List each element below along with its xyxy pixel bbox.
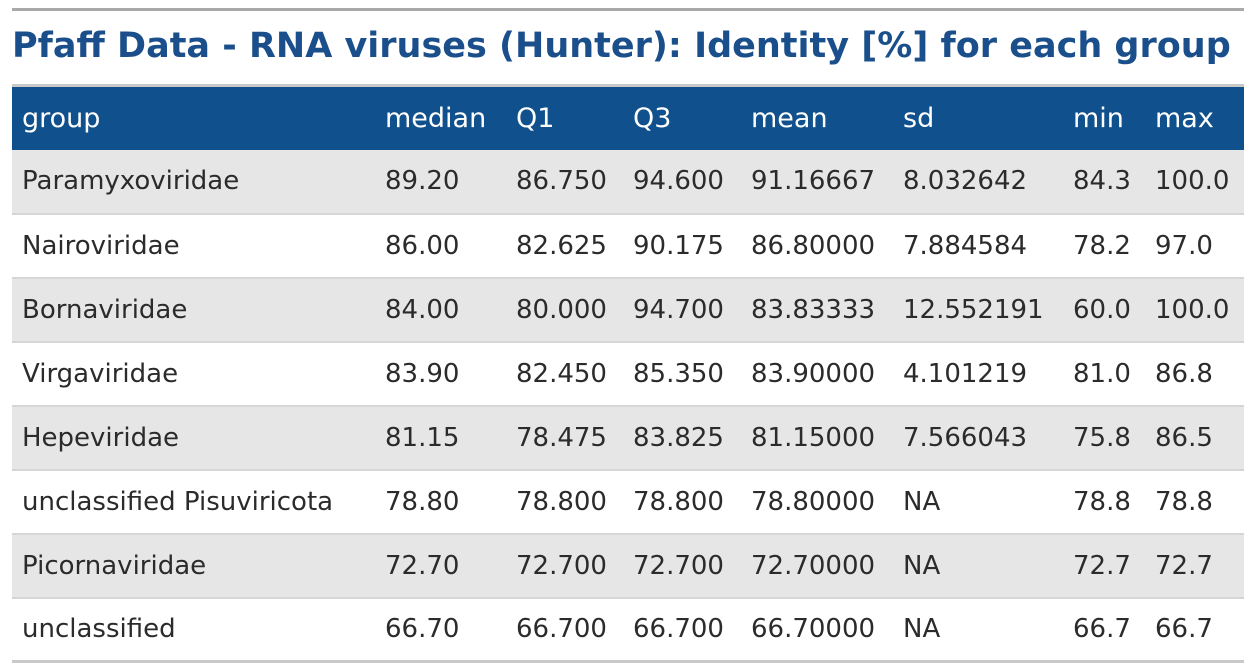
cell-sd: NA (893, 469, 1063, 535)
cell-group: Paramyxoviridae (12, 149, 375, 215)
cell-max: 66.7 (1145, 597, 1244, 663)
cell-min: 81.0 (1063, 341, 1145, 407)
column-header-group: group (12, 84, 375, 150)
cell-group: Bornaviridae (12, 277, 375, 343)
cell-q1: 78.800 (506, 469, 623, 535)
cell-max: 78.8 (1145, 469, 1244, 535)
cell-median: 89.20 (375, 149, 506, 215)
column-header-q3: Q3 (623, 84, 741, 150)
table-row: Virgaviridae 83.90 82.450 85.350 83.90000 4.1… (12, 341, 1244, 407)
cell-sd: 7.566043 (893, 405, 1063, 471)
cell-q1: 82.450 (506, 341, 623, 407)
cell-min: 75.8 (1063, 405, 1145, 471)
cell-group: Virgaviridae (12, 341, 375, 407)
table-row: Picornaviridae 72.70 72.700 72.700 72.70000 N… (12, 533, 1244, 599)
cell-group: Picornaviridae (12, 533, 375, 599)
cell-min: 84.3 (1063, 149, 1145, 215)
cell-sd: 7.884584 (893, 213, 1063, 279)
cell-mean: 83.90000 (741, 341, 893, 407)
header-row: group median Q1 Q3 mean sd min max (12, 84, 1244, 150)
cell-q3: 85.350 (623, 341, 741, 407)
cell-mean: 83.83333 (741, 277, 893, 343)
cell-median: 72.70 (375, 533, 506, 599)
cell-group: Hepeviridae (12, 405, 375, 471)
cell-min: 78.2 (1063, 213, 1145, 279)
column-header-median: median (375, 84, 506, 150)
cell-mean: 86.80000 (741, 213, 893, 279)
cell-q1: 86.750 (506, 149, 623, 215)
table-row: unclassified Pisuviricota 78.80 78.800 78.8… (12, 469, 1244, 535)
table-body: Paramyxoviridae 89.20 86.750 94.600 91.16667… (12, 149, 1244, 663)
cell-q1: 66.700 (506, 597, 623, 663)
cell-group: unclassified (12, 597, 375, 663)
column-header-sd: sd (893, 84, 1063, 150)
cell-sd: 8.032642 (893, 149, 1063, 215)
cell-mean: 72.70000 (741, 533, 893, 599)
cell-sd: 12.552191 (893, 277, 1063, 343)
cell-q3: 72.700 (623, 533, 741, 599)
column-header-min: min (1063, 84, 1145, 150)
cell-q1: 78.475 (506, 405, 623, 471)
cell-max: 86.8 (1145, 341, 1244, 407)
table-row: unclassified 66.70 66.700 66.700 66.70000 NA 6… (12, 597, 1244, 663)
cell-min: 66.7 (1063, 597, 1145, 663)
cell-q3: 94.700 (623, 277, 741, 343)
table-row: Paramyxoviridae 89.20 86.750 94.600 91.16667… (12, 149, 1244, 215)
cell-min: 78.8 (1063, 469, 1145, 535)
cell-group: Nairoviridae (12, 213, 375, 279)
cell-median: 66.70 (375, 597, 506, 663)
column-header-q1: Q1 (506, 84, 623, 150)
table-title: Pfaff Data - RNA viruses (Hunter): Ident… (12, 26, 1231, 66)
cell-sd: NA (893, 533, 1063, 599)
cell-min: 72.7 (1063, 533, 1145, 599)
cell-mean: 81.15000 (741, 405, 893, 471)
cell-median: 81.15 (375, 405, 506, 471)
cell-median: 86.00 (375, 213, 506, 279)
top-rule (12, 8, 1244, 11)
cell-q1: 82.625 (506, 213, 623, 279)
column-header-max: max (1145, 84, 1244, 150)
cell-max: 100.0 (1145, 149, 1244, 215)
cell-q3: 83.825 (623, 405, 741, 471)
table-row: Hepeviridae 81.15 78.475 83.825 81.15000 7.56… (12, 405, 1244, 471)
cell-group: unclassified Pisuviricota (12, 469, 375, 535)
cell-sd: NA (893, 597, 1063, 663)
cell-median: 83.90 (375, 341, 506, 407)
cell-max: 72.7 (1145, 533, 1244, 599)
cell-median: 78.80 (375, 469, 506, 535)
cell-max: 97.0 (1145, 213, 1244, 279)
cell-q3: 66.700 (623, 597, 741, 663)
cell-mean: 66.70000 (741, 597, 893, 663)
summary-table: group median Q1 Q3 mean sd min max Paramyxoviri… (12, 84, 1244, 663)
column-header-mean: mean (741, 84, 893, 150)
cell-q3: 94.600 (623, 149, 741, 215)
cell-q3: 78.800 (623, 469, 741, 535)
cell-mean: 91.16667 (741, 149, 893, 215)
cell-max: 100.0 (1145, 277, 1244, 343)
cell-q1: 80.000 (506, 277, 623, 343)
cell-median: 84.00 (375, 277, 506, 343)
table-row: Bornaviridae 84.00 80.000 94.700 83.83333 12.… (12, 277, 1244, 343)
cell-q3: 90.175 (623, 213, 741, 279)
cell-min: 60.0 (1063, 277, 1145, 343)
cell-q1: 72.700 (506, 533, 623, 599)
cell-mean: 78.80000 (741, 469, 893, 535)
table-row: Nairoviridae 86.00 82.625 90.175 86.80000 7.8… (12, 213, 1244, 279)
cell-max: 86.5 (1145, 405, 1244, 471)
cell-sd: 4.101219 (893, 341, 1063, 407)
